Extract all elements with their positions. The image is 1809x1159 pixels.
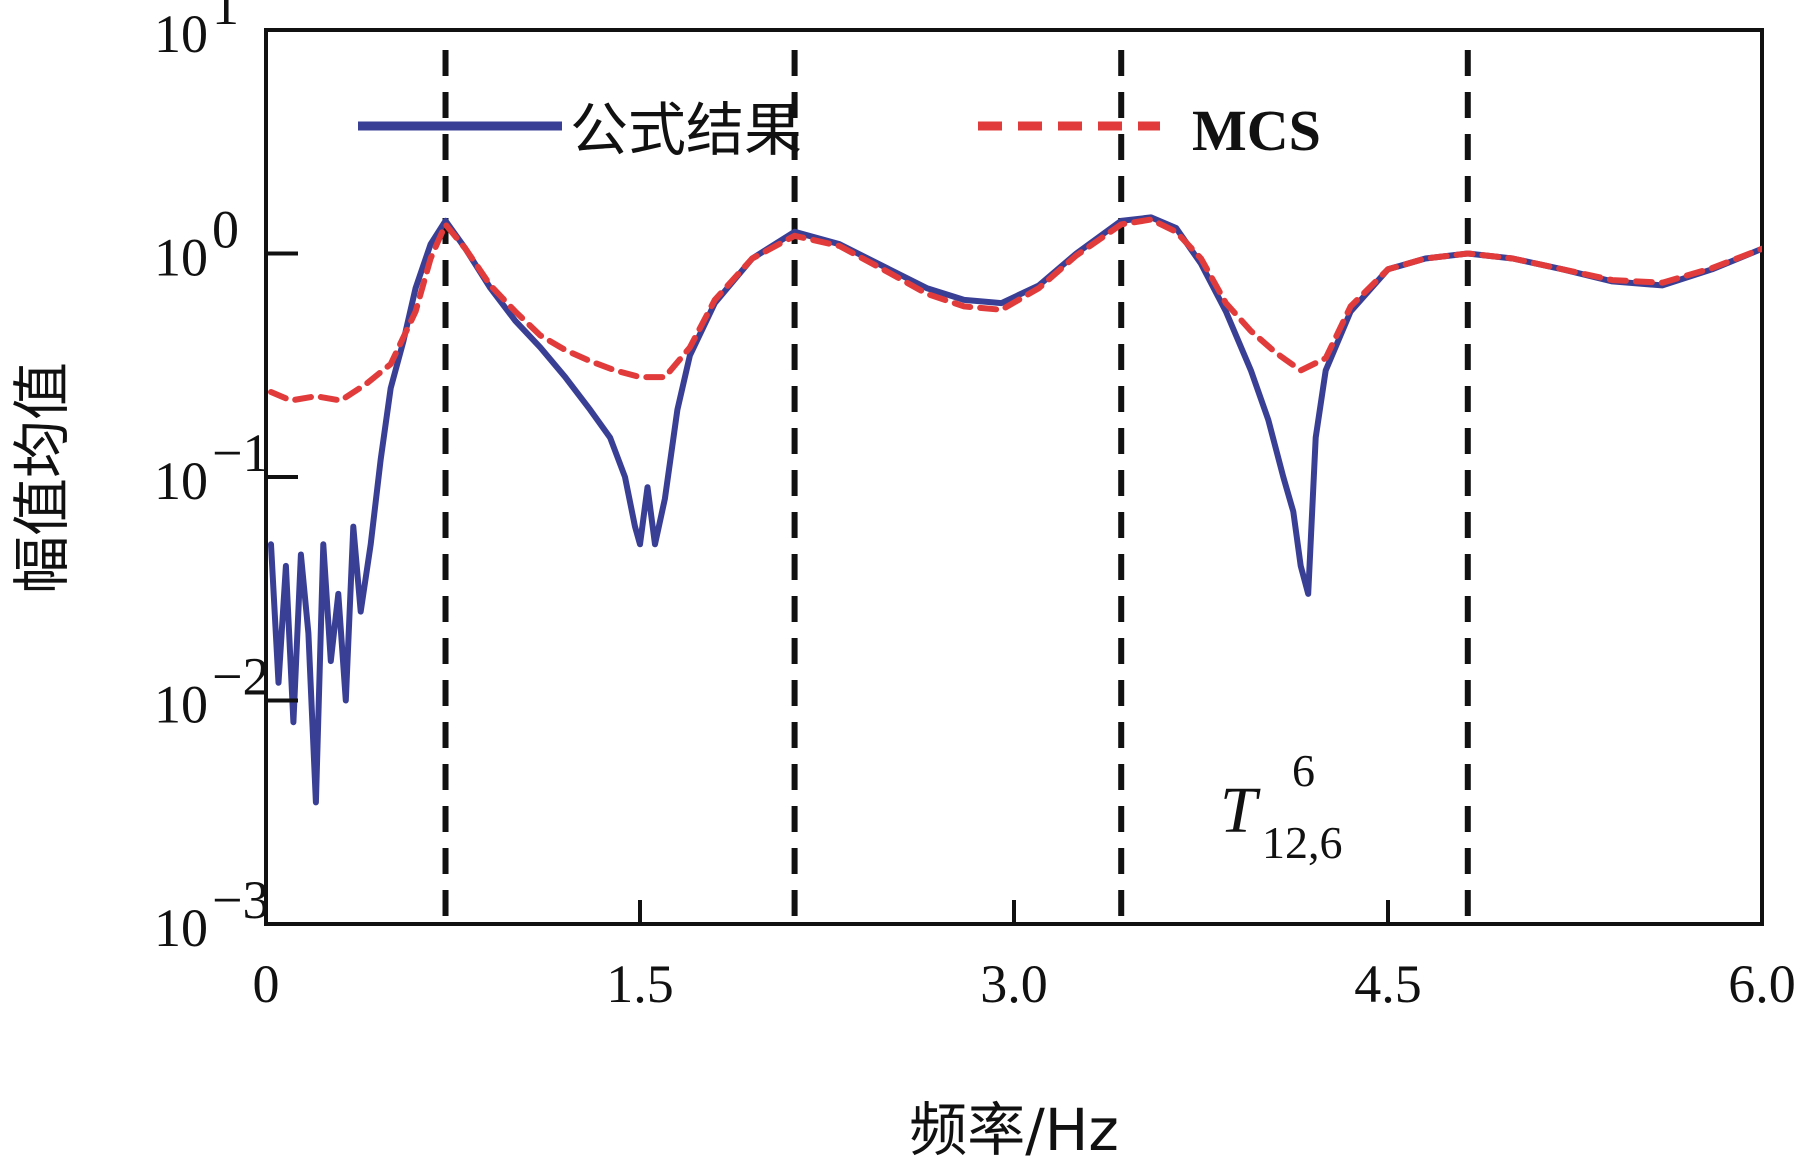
y-tick-label-base-4: 10 [154, 898, 208, 958]
x-tick-label-3: 4.5 [1354, 954, 1422, 1014]
legend: 公式结果 MCS [358, 96, 1321, 164]
y-tick-label-exp-1: 0 [212, 200, 239, 260]
x-tick-labels: 0 1.5 3.0 4.5 6.0 [253, 954, 1796, 1014]
x-tick-label-1: 1.5 [606, 954, 674, 1014]
x-tick-label-0: 0 [253, 954, 280, 1014]
legend-label-formula: 公式结果 [570, 96, 802, 164]
y-tick-label-exp-4: −3 [212, 870, 269, 930]
series-formula-line [268, 214, 1762, 806]
reference-lines [442, 50, 1471, 924]
y-tick-label-base-0: 10 [154, 4, 208, 64]
y-tick-label-exp-2: −1 [212, 423, 269, 483]
y-tick-label-base-3: 10 [154, 675, 208, 735]
x-axis-title: 频率/Hz [909, 1096, 1119, 1159]
annotation-sup: 6 [1292, 745, 1315, 796]
x-tick-label-4: 6.0 [1728, 954, 1796, 1014]
x-tick-label-2: 3.0 [980, 954, 1048, 1014]
series-group [268, 214, 1762, 806]
plot-frame [264, 28, 1764, 926]
y-tick-label-base-1: 10 [154, 228, 208, 288]
y-tick-label-exp-0: 1 [212, 0, 239, 36]
y-tick-label-exp-3: −2 [212, 647, 269, 707]
legend-label-mcs: MCS [1192, 98, 1321, 163]
axis-ticks [266, 28, 1390, 926]
y-axis-title: 幅值均值 [8, 362, 76, 594]
y-tick-label-base-2: 10 [154, 451, 208, 511]
series-mcs-line [268, 216, 1762, 404]
annotation-sub: 12,6 [1262, 817, 1343, 868]
annotation-main: T [1220, 774, 1261, 847]
annotation: T 6 12,6 [1220, 745, 1343, 868]
